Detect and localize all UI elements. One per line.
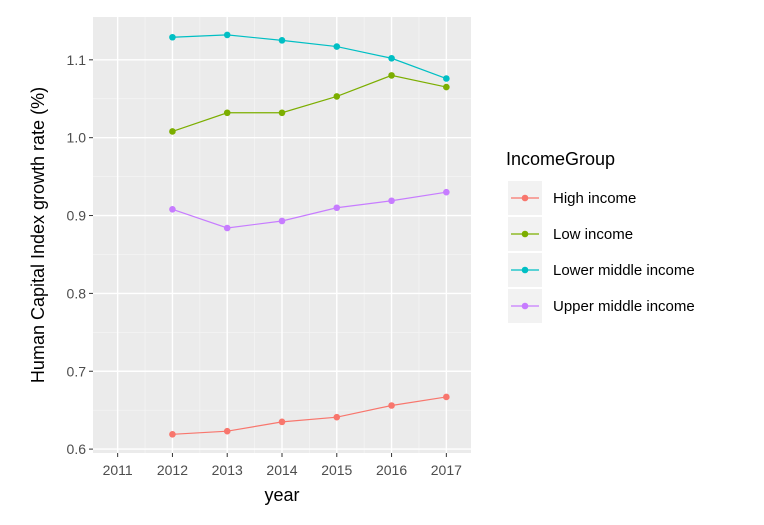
x-tick-label: 2016 — [376, 462, 407, 478]
series-line-lower-middle-income — [172, 34, 447, 80]
data-point-high-income — [169, 431, 176, 438]
legend-key-point-upper-middle-income — [521, 302, 529, 310]
data-point-low-income — [443, 83, 450, 91]
data-point-lower-middle-income — [169, 33, 176, 41]
data-point-upper-middle-income — [223, 224, 231, 232]
legend-label-low-income: Low income — [553, 226, 633, 243]
data-point-upper-middle-income — [388, 197, 395, 205]
data-point-lower-middle-income — [333, 43, 341, 50]
series-line-upper-middle-income — [172, 191, 447, 229]
series-layer — [169, 31, 450, 438]
y-tick-label: 0.8 — [67, 285, 87, 301]
data-point-upper-middle-income — [333, 204, 341, 212]
legend-label-lower-middle-income: Lower middle income — [553, 262, 695, 279]
data-point-upper-middle-income — [443, 188, 450, 196]
y-axis-title: Human Capital Index growth rate (%) — [28, 87, 48, 383]
data-point-lower-middle-income — [223, 31, 231, 39]
y-axis: 0.6 0.7 0.8 0.9 1.0 1.1 — [67, 52, 93, 457]
x-tick-label: 2012 — [157, 462, 188, 478]
x-tick-label: 2011 — [103, 462, 133, 478]
y-tick-label: 1.1 — [67, 52, 87, 68]
y-tick-label: 1.0 — [67, 130, 87, 146]
data-point-high-income — [388, 402, 395, 409]
x-tick-label: 2017 — [431, 462, 462, 478]
x-axis-title: year — [264, 485, 299, 505]
legend-key-point-low-income — [521, 230, 529, 238]
data-point-low-income — [223, 109, 231, 117]
x-tick-label: 2015 — [321, 462, 352, 478]
data-point-low-income — [278, 109, 286, 117]
y-tick-label: 0.7 — [67, 363, 87, 379]
legend-label-high-income: High income — [553, 190, 636, 207]
data-point-low-income — [333, 93, 341, 100]
series-line-low-income — [172, 74, 447, 133]
x-tick-label: 2013 — [212, 462, 243, 478]
y-tick-label: 0.6 — [67, 441, 87, 457]
x-axis: 2011 2012 2013 2014 2015 2016 2017 — [103, 453, 462, 478]
data-point-upper-middle-income — [169, 206, 176, 213]
data-point-lower-middle-income — [388, 54, 395, 62]
data-point-upper-middle-income — [278, 217, 286, 225]
legend-key-point-high-income — [521, 194, 529, 202]
x-tick-label: 2014 — [266, 462, 297, 478]
legend-key-point-lower-middle-income — [521, 266, 529, 274]
series-line-high-income — [172, 396, 447, 435]
data-point-high-income — [278, 418, 286, 426]
data-point-high-income — [333, 413, 341, 421]
legend: IncomeGroup High income Low income Lower m… — [506, 149, 695, 323]
data-point-lower-middle-income — [443, 75, 450, 82]
data-point-high-income — [223, 427, 231, 435]
legend-title: IncomeGroup — [506, 149, 615, 169]
data-point-high-income — [443, 393, 450, 401]
legend-label-upper-middle-income: Upper middle income — [553, 298, 695, 315]
data-point-lower-middle-income — [278, 37, 286, 44]
y-tick-label: 0.9 — [67, 208, 87, 224]
data-point-low-income — [388, 72, 395, 79]
data-point-low-income — [169, 128, 176, 135]
